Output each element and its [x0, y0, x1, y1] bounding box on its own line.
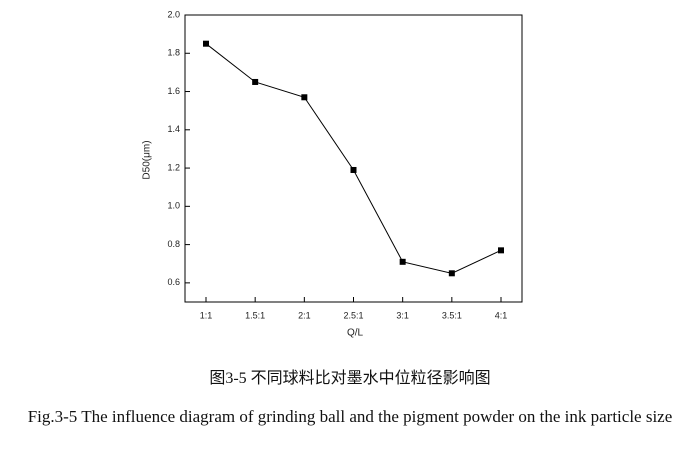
y-tick-label: 1.2: [167, 162, 180, 172]
plot-frame: [184, 14, 523, 303]
x-tick-label: 4:1: [495, 310, 508, 320]
y-tick-label: 2.0: [167, 9, 180, 19]
marker: [203, 40, 209, 47]
y-axis-label: D50(μm): [142, 140, 153, 179]
marker: [498, 247, 504, 254]
marker: [350, 166, 357, 173]
x-axis-label: Q/L: [347, 328, 364, 339]
y-tick-label: 1.0: [167, 201, 180, 211]
y-tick-label: 0.6: [167, 277, 180, 287]
marker: [252, 78, 259, 85]
chart: Q/L D50(μm) 0.6 0.8 1.0 1.2 1.4 1.6 1.8 2.0 1:1 1…: [142, 9, 523, 339]
y-tick-label: 1.4: [167, 124, 180, 134]
marker: [448, 270, 455, 277]
x-tick-label: 3:1: [396, 310, 409, 320]
y-tick-label: 0.8: [167, 239, 180, 249]
y-tick-label: 1.8: [167, 48, 180, 58]
marker: [399, 258, 406, 265]
x-tick-label: 2:1: [298, 310, 311, 320]
x-tick-label: 2.5:1: [343, 310, 363, 320]
x-tick-label: 3.5:1: [442, 310, 462, 320]
caption-en: Fig.3-5 The influence diagram of grindin…: [27, 407, 673, 426]
marker: [301, 94, 308, 101]
caption-cn: 图3-5 不同球料比对墨水中位粒径影响图: [209, 370, 491, 387]
data-line: [205, 43, 502, 274]
y-tick-label: 1.6: [167, 86, 180, 96]
x-tick-label: 1.5:1: [245, 310, 265, 320]
x-tick-label: 1:1: [200, 310, 213, 320]
